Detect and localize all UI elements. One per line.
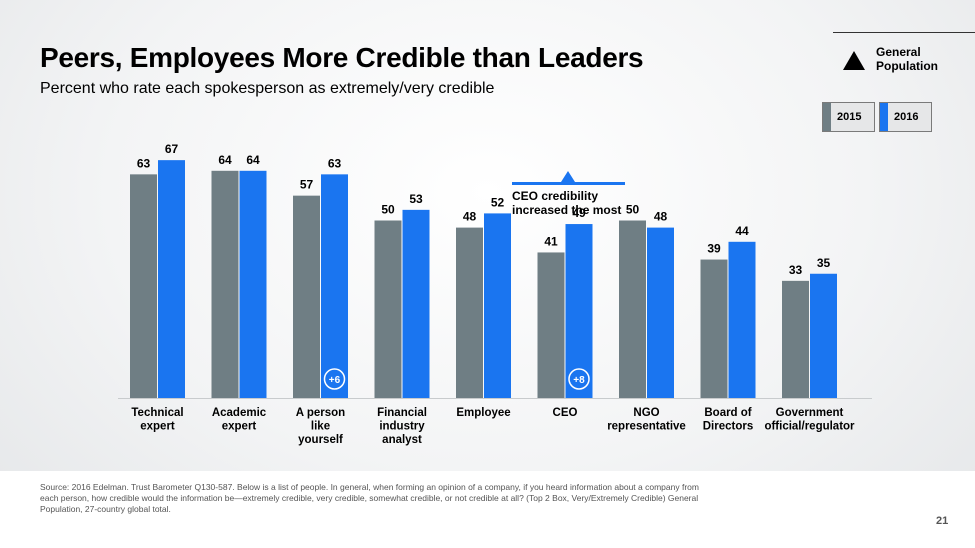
category-label-8-0: Government — [776, 407, 844, 419]
bar-2015-8 — [782, 280, 809, 398]
data-label-2016-3: 53 — [409, 192, 423, 206]
bar-2016-7 — [728, 241, 756, 398]
legend-label-2015: 2015 — [837, 111, 862, 123]
bar-2015-2 — [293, 195, 320, 398]
category-label-3-2: analyst — [382, 434, 422, 446]
category-label-0-1: expert — [140, 421, 175, 433]
change-badge-label-5: +8 — [573, 375, 585, 386]
population-label-line2: Population — [876, 59, 938, 73]
category-label-3-0: Financial — [377, 407, 427, 419]
data-label-2016-7: 44 — [735, 224, 749, 238]
change-badge-label-2: +6 — [329, 375, 341, 386]
bar-2016-4 — [484, 213, 511, 398]
change-badge-5 — [568, 368, 590, 390]
population-label: General Population — [876, 45, 956, 73]
category-label-7-1: Directors — [703, 421, 754, 433]
bar-chart: 63 67 Technical expert 64 64 Academic expert 57 6… — [118, 142, 872, 446]
bar-2016-2 — [321, 174, 348, 398]
category-label-1-0: Academic — [212, 407, 267, 419]
data-label-2016-6: 48 — [654, 210, 668, 224]
data-label-2016-0: 67 — [165, 142, 179, 156]
category-label-4-0: Employee — [456, 407, 510, 419]
data-label-2015-7: 39 — [707, 242, 721, 256]
category-label-2-0: A person — [296, 407, 345, 419]
annotation-line1: CEO credibility — [512, 189, 599, 203]
data-label-2015-3: 50 — [381, 203, 395, 217]
legend-item-2016: 2016 — [879, 102, 932, 132]
bar-2016-6 — [647, 227, 674, 398]
category-label-6-1: representative — [607, 421, 686, 433]
bar-2015-7 — [700, 259, 728, 398]
data-label-2016-8: 35 — [817, 256, 831, 270]
bar-2016-1 — [239, 170, 267, 398]
category-label-0-0: Technical — [131, 407, 183, 419]
data-label-2016-4: 52 — [491, 195, 505, 209]
legend-item-2015: 2015 — [822, 102, 875, 132]
bar-2015-4 — [456, 227, 483, 398]
data-label-2016-1: 64 — [246, 153, 260, 167]
legend-swatch-2016 — [880, 103, 888, 131]
bar-2015-5 — [537, 252, 565, 398]
page-number: 21 — [936, 515, 949, 527]
category-label-2-2: yourself — [298, 434, 343, 446]
category-label-8-1: official/regulator — [764, 421, 855, 433]
top-divider — [833, 32, 975, 33]
legend-swatch-2015 — [823, 103, 831, 131]
annotation-text: CEO credibility increased the most — [512, 189, 652, 217]
category-label-3-1: industry — [379, 421, 425, 433]
legend-label-2016: 2016 — [894, 111, 919, 123]
data-label-2015-1: 64 — [218, 153, 232, 167]
data-label-2015-6: 50 — [626, 203, 640, 217]
bar-2016-8 — [810, 273, 837, 398]
change-badge-2 — [323, 368, 346, 390]
data-label-2015-0: 63 — [137, 156, 151, 170]
data-label-2016-5: 49 — [572, 206, 586, 220]
category-label-2-1: like — [311, 421, 330, 433]
data-label-2015-2: 57 — [300, 178, 314, 192]
triangle-marker-icon — [561, 171, 575, 182]
data-label-2015-5: 41 — [544, 234, 558, 248]
page-title: Peers, Employees More Credible than Lead… — [40, 42, 644, 73]
category-label-5-0: CEO — [553, 407, 578, 419]
category-label-7-0: Board of — [704, 407, 751, 419]
bar-2016-3 — [402, 209, 430, 398]
triangle-icon — [843, 51, 865, 70]
source-note: Source: 2016 Edelman. Trust Barometer Q1… — [40, 482, 699, 514]
bar-2015-1 — [211, 170, 239, 398]
annotation-line — [512, 182, 625, 185]
bar-2015-0 — [130, 174, 157, 398]
bar-2015-6 — [619, 220, 646, 398]
bar-2016-0 — [158, 160, 185, 398]
category-label-6-0: NGO — [633, 407, 659, 419]
category-label-1-1: expert — [222, 421, 257, 433]
bar-2015-3 — [374, 220, 402, 398]
footer — [0, 471, 975, 548]
data-label-2015-8: 33 — [789, 263, 803, 277]
data-label-2015-4: 48 — [463, 210, 477, 224]
data-label-2016-2: 63 — [328, 156, 342, 170]
population-label-line1: General — [876, 45, 921, 59]
annotation-line2: increased the most — [512, 203, 622, 217]
page-subtitle: Percent who rate each spokesperson as ex… — [40, 80, 495, 97]
